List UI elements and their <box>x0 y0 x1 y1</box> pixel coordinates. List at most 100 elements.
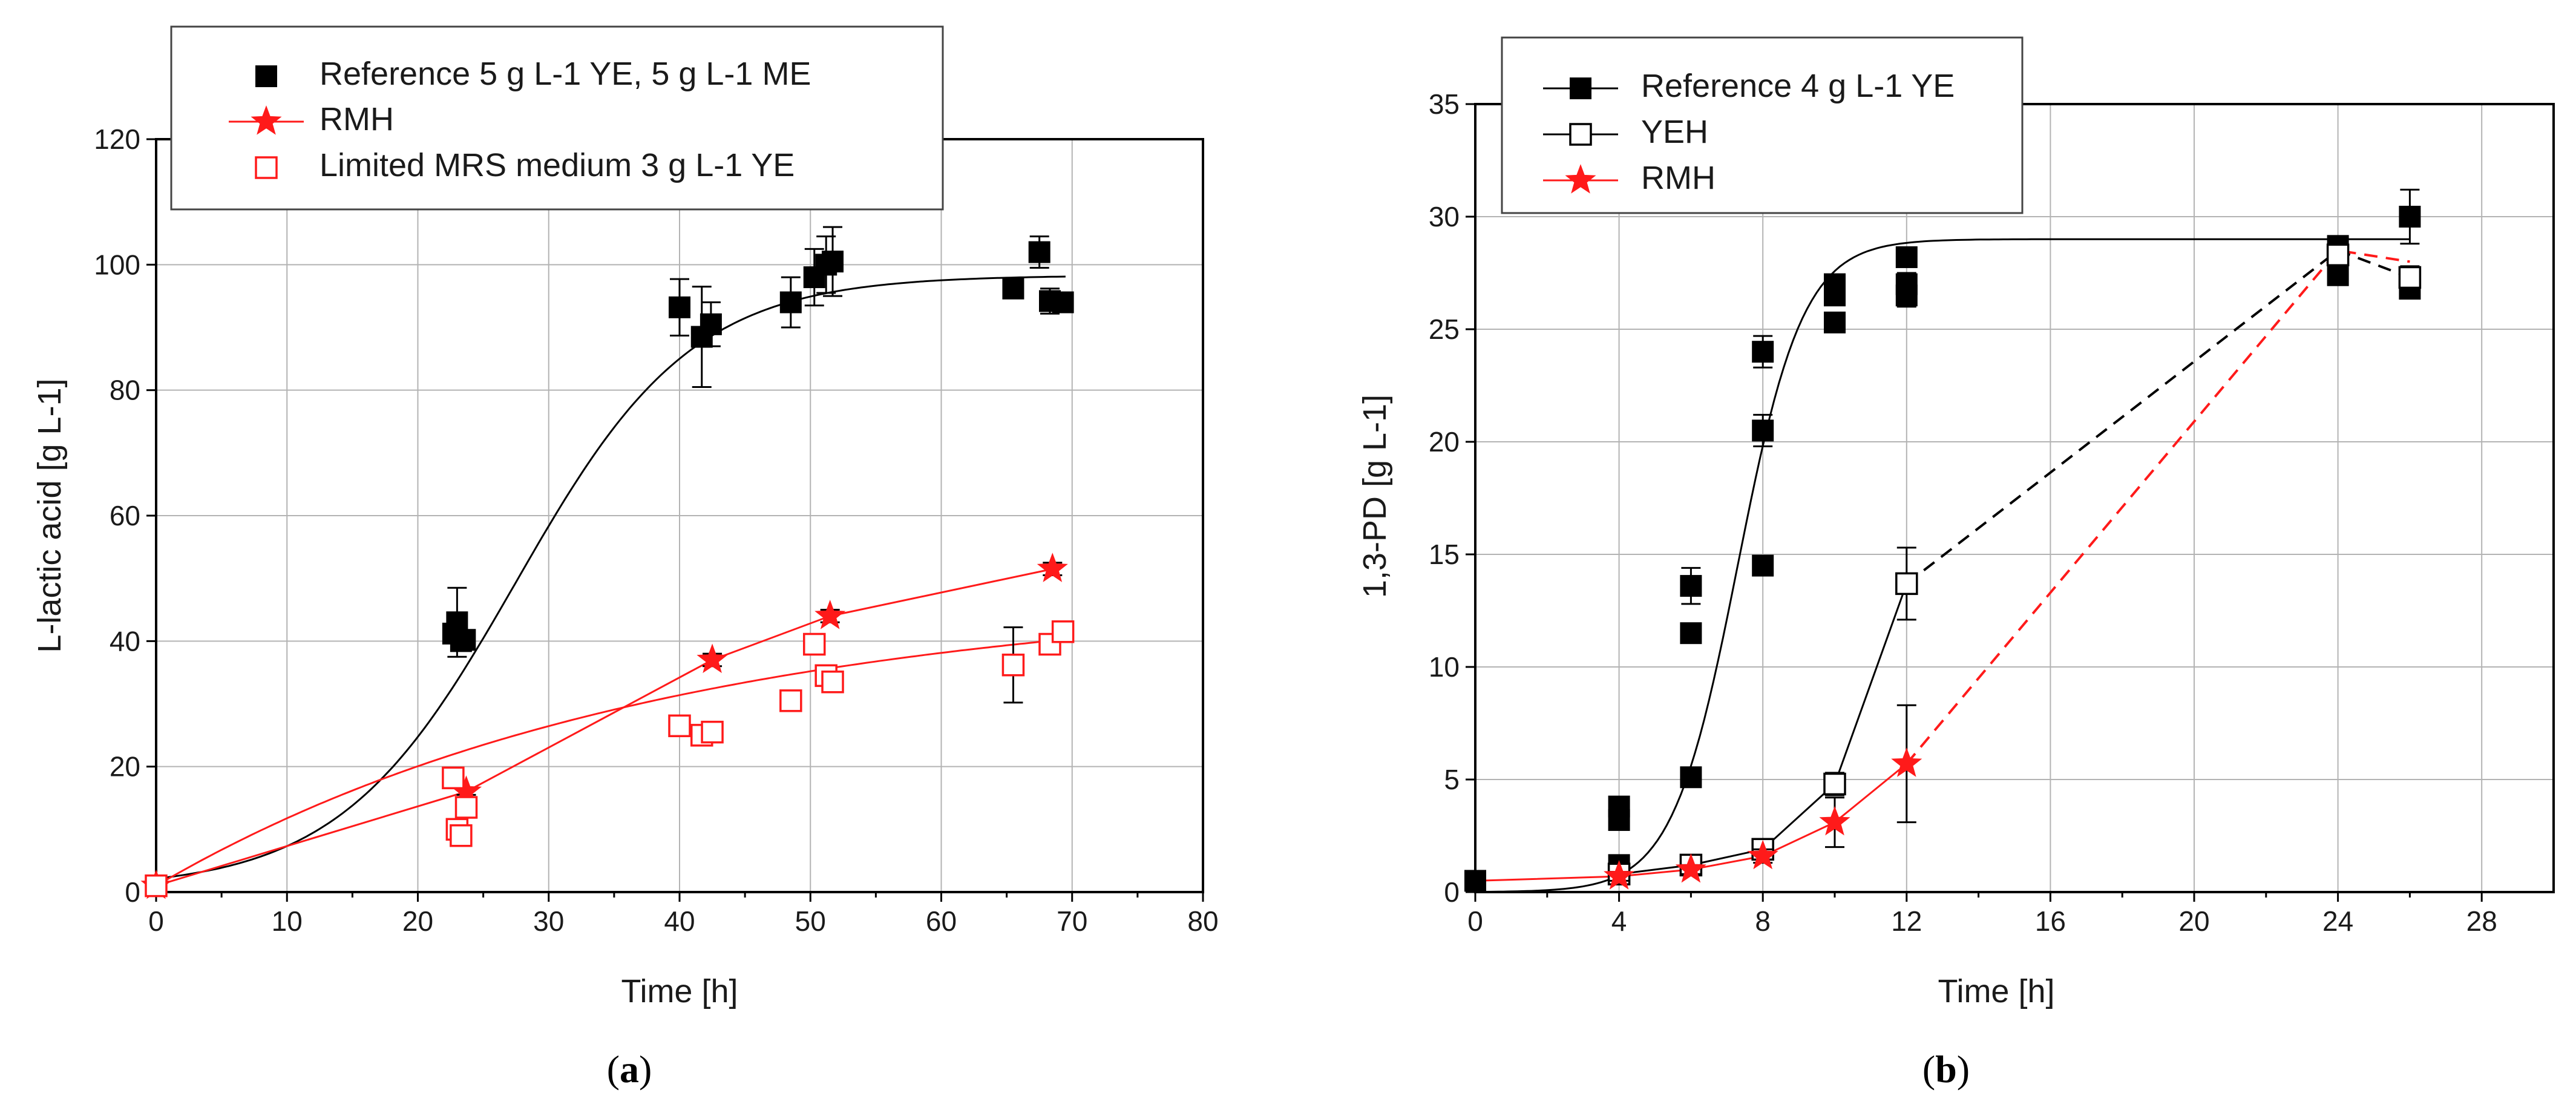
data-point <box>1819 806 1850 836</box>
chart-a-ytick-label: 80 <box>110 375 140 406</box>
chart-b-ticks: 0 4 8 12 16 20 24 28 0 5 10 15 20 25 30 35 <box>1429 88 2497 937</box>
data-point <box>701 720 724 744</box>
data-point <box>1824 273 1846 295</box>
chart-a-xtick-label: 20 <box>402 905 433 937</box>
chart-b-xtick-label: 24 <box>2322 905 2353 937</box>
chart-a-xtick-label: 40 <box>664 905 695 937</box>
chart-b-xtick-label: 16 <box>2035 905 2066 937</box>
data-point <box>450 824 473 847</box>
data-point <box>1604 860 1635 890</box>
data-point <box>1002 277 1024 300</box>
data-point <box>1608 795 1630 818</box>
data-point <box>1051 620 1075 643</box>
data-point <box>1675 853 1706 883</box>
data-point <box>2326 243 2350 266</box>
data-point <box>145 874 168 898</box>
chart-b-ytick-label: 20 <box>1429 426 1460 458</box>
data-point <box>1680 766 1702 789</box>
data-point <box>1895 572 1918 596</box>
data-point <box>779 689 802 712</box>
chart-b-grid <box>1475 103 2554 892</box>
chart-b-frame <box>1474 103 2555 893</box>
data-point <box>1752 419 1774 442</box>
chart-b-ytick-label: 35 <box>1429 88 1460 120</box>
data-point <box>2327 264 2349 286</box>
data-point <box>2399 206 2421 228</box>
data-point <box>802 632 826 656</box>
legend-b-rmh: RMH <box>1641 160 1716 196</box>
chart-b: 0 4 8 12 16 20 24 28 0 5 10 15 20 25 30 35 Time [h] 1,3… <box>1357 36 2555 1091</box>
chart-b-xtick-label: 12 <box>1891 905 1922 937</box>
data-point <box>1028 241 1050 263</box>
legend-b-reference: Reference 4 g L-1 YE <box>1641 68 1955 104</box>
fit-curve <box>156 275 1066 880</box>
chart-b-ytick-label: 15 <box>1429 539 1460 570</box>
chart-a-ticks: 0 10 20 30 40 50 60 70 80 0 20 40 60 80 100 120 <box>94 123 1218 937</box>
legend-marker <box>251 105 282 135</box>
dashed-extension <box>1906 249 2410 765</box>
chart-a-legend: Reference 5 g L-1 YE, 5 g L-1 ME RMH Lim… <box>170 25 944 211</box>
fit-curve <box>1475 763 1907 882</box>
chart-a-ytick-label: 40 <box>110 625 140 657</box>
chart-b-ytick-label: 10 <box>1429 651 1460 683</box>
chart-b-xtick-label: 4 <box>1611 905 1627 937</box>
chart-a-xtick-label: 30 <box>533 905 564 937</box>
legend-marker <box>1565 164 1596 194</box>
data-point <box>1823 772 1846 796</box>
chart-a-xtick-label: 60 <box>926 905 957 937</box>
data-point <box>700 313 722 335</box>
chart-b-legend-markers <box>1543 77 1618 194</box>
chart-b-ylabel: 1,3-PD [g L-1] <box>1357 395 1393 598</box>
data-point <box>1052 291 1074 313</box>
data-point <box>814 600 846 629</box>
data-point <box>1752 554 1774 577</box>
data-point <box>1747 839 1778 870</box>
data-point <box>779 291 802 313</box>
dashed-extension <box>1906 249 2411 585</box>
data-point <box>1680 575 1702 597</box>
chart-a-xtick-label: 0 <box>148 905 164 937</box>
chart-a-xtick-label: 10 <box>272 905 303 937</box>
chart-a-ytick-label: 20 <box>110 751 140 783</box>
legend-marker <box>1569 123 1592 146</box>
series-line <box>156 568 1053 887</box>
chart-a-ytick-label: 0 <box>125 876 140 908</box>
chart-b-xtick-label: 8 <box>1755 905 1771 937</box>
data-point <box>668 714 691 738</box>
chart-b-ytick-label: 0 <box>1444 876 1460 908</box>
chart-a-legend-markers <box>229 65 304 179</box>
fit-curve <box>1475 238 2410 893</box>
chart-a-xtick-label: 80 <box>1187 905 1218 937</box>
data-point <box>1464 870 1486 892</box>
chart-b-ytick-label: 5 <box>1444 764 1460 795</box>
data-point <box>696 643 728 674</box>
chart-b-xlabel: Time [h] <box>1938 973 2054 1009</box>
data-point <box>454 629 476 651</box>
legend-marker <box>255 156 278 179</box>
data-point <box>821 670 844 694</box>
chart-a-xtick-label: 70 <box>1057 905 1087 937</box>
chart-a-ytick-label: 60 <box>110 500 140 531</box>
fit-curve <box>156 638 1066 887</box>
data-point <box>1752 341 1774 363</box>
chart-b-xtick-label: 28 <box>2466 905 2497 937</box>
chart-a-ylabel: L-lactic acid [g L-1] <box>31 378 68 652</box>
data-point <box>1824 311 1846 333</box>
data-point <box>669 296 690 318</box>
chart-b-legend: Reference 4 g L-1 YE YEH RMH <box>1501 36 2024 214</box>
legend-b-yeh: YEH <box>1641 114 1708 150</box>
chart-a-plot <box>140 226 1075 899</box>
chart-a-xlabel: Time [h] <box>621 973 738 1009</box>
chart-b-plot <box>1464 188 2422 893</box>
chart-a-ytick-label: 120 <box>94 123 140 155</box>
chart-a-legend-box <box>170 25 944 211</box>
chart-a: 0 10 20 30 40 50 60 70 80 0 20 40 60 80 100 120 Time [h… <box>31 25 1219 1091</box>
data-point <box>1001 653 1025 677</box>
data-point <box>1680 622 1702 645</box>
chart-b-ytick-label: 30 <box>1429 201 1460 232</box>
chart-a-xtick-label: 50 <box>795 905 826 937</box>
chart-a-ytick-label: 100 <box>94 249 140 280</box>
data-point <box>1891 747 1922 777</box>
legend-a-rmh: RMH <box>320 101 394 137</box>
